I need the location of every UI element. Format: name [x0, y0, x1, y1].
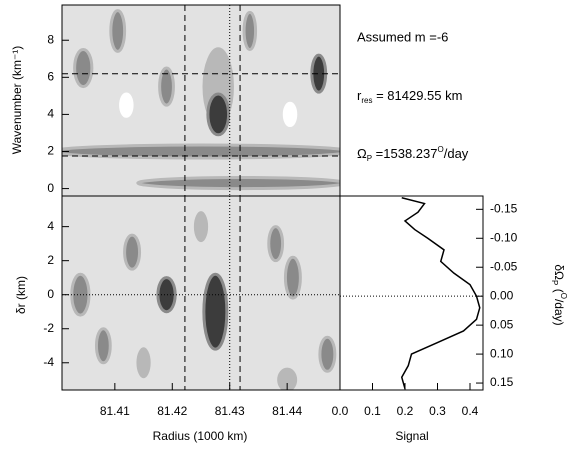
y-tick-label: 2: [47, 144, 54, 158]
contour-blob: [206, 92, 231, 137]
plot-frame: [339, 195, 484, 391]
x-tick-label: 0.3: [429, 404, 446, 418]
contour-blob: [190, 208, 212, 246]
x-axis-label: Radius (1000 km): [153, 429, 248, 443]
contour-blob: [136, 175, 340, 191]
contour-blob: [109, 9, 127, 53]
y-tick-label: 2: [47, 253, 54, 267]
plot-area: [62, 196, 340, 390]
y2-axis-label: δΩP (O/day): [550, 264, 568, 325]
contour-blob: [274, 364, 301, 390]
contour-blob: [123, 233, 142, 271]
y-axis-label: Wavenumber (km⁻¹): [10, 46, 24, 155]
x-tick-label: 0.2: [397, 404, 414, 418]
y-tick-label: 6: [47, 69, 54, 83]
x-tick-label: 81.41: [100, 404, 130, 418]
contour-blob: [283, 255, 302, 300]
contour-blob: [156, 276, 177, 314]
contour-blob: [133, 344, 154, 382]
plot-area: [62, 5, 340, 196]
x-tick-label: 0.0: [332, 404, 349, 418]
annotation-omega: ΩP =1538.237O/day: [357, 145, 469, 163]
y-tick-label: -4: [43, 355, 54, 369]
y-tick-label: 4: [47, 107, 54, 121]
contour-blob: [242, 10, 258, 52]
contour-blob: [202, 272, 229, 351]
x-tick-label: 0.4: [462, 404, 479, 418]
contour-blob: [62, 143, 340, 160]
plot-area: [340, 197, 483, 390]
contour-blob: [158, 66, 175, 107]
y-axis-label: δr (km): [14, 276, 28, 314]
y-tick-label: 4: [47, 219, 54, 233]
contour-blob: [73, 48, 94, 89]
y-tick-label: -2: [43, 321, 54, 335]
contour-blob: [318, 335, 337, 373]
y-tick-label: 0.00: [490, 288, 514, 302]
contour-blob: [94, 327, 112, 365]
annotation-r: rres = 81429.55 km: [357, 88, 462, 105]
y-tick-label: 0.10: [490, 346, 514, 360]
y-tick-label: 0.05: [490, 317, 514, 331]
x-tick-label: 0.1: [364, 404, 381, 418]
y-tick-label: 0: [47, 287, 54, 301]
contour-blob: [282, 101, 298, 128]
annotation-m: Assumed m =-6: [357, 29, 448, 44]
y-tick-label: -0.10: [490, 230, 518, 244]
y-tick-label: -0.05: [490, 259, 518, 273]
y-tick-label: -0.15: [490, 201, 518, 215]
contour-blob: [267, 225, 285, 263]
contour-blob: [119, 92, 134, 118]
x-tick-label: 81.43: [215, 404, 245, 418]
x-tick-label: 81.42: [157, 404, 187, 418]
y-tick-label: 0.15: [490, 375, 514, 389]
x-axis-label: Signal: [395, 429, 428, 443]
x-tick-label: 81.44: [272, 404, 302, 418]
signal-line: [400, 197, 481, 390]
y-tick-label: 8: [47, 32, 54, 46]
y-tick-label: 0: [47, 181, 54, 195]
